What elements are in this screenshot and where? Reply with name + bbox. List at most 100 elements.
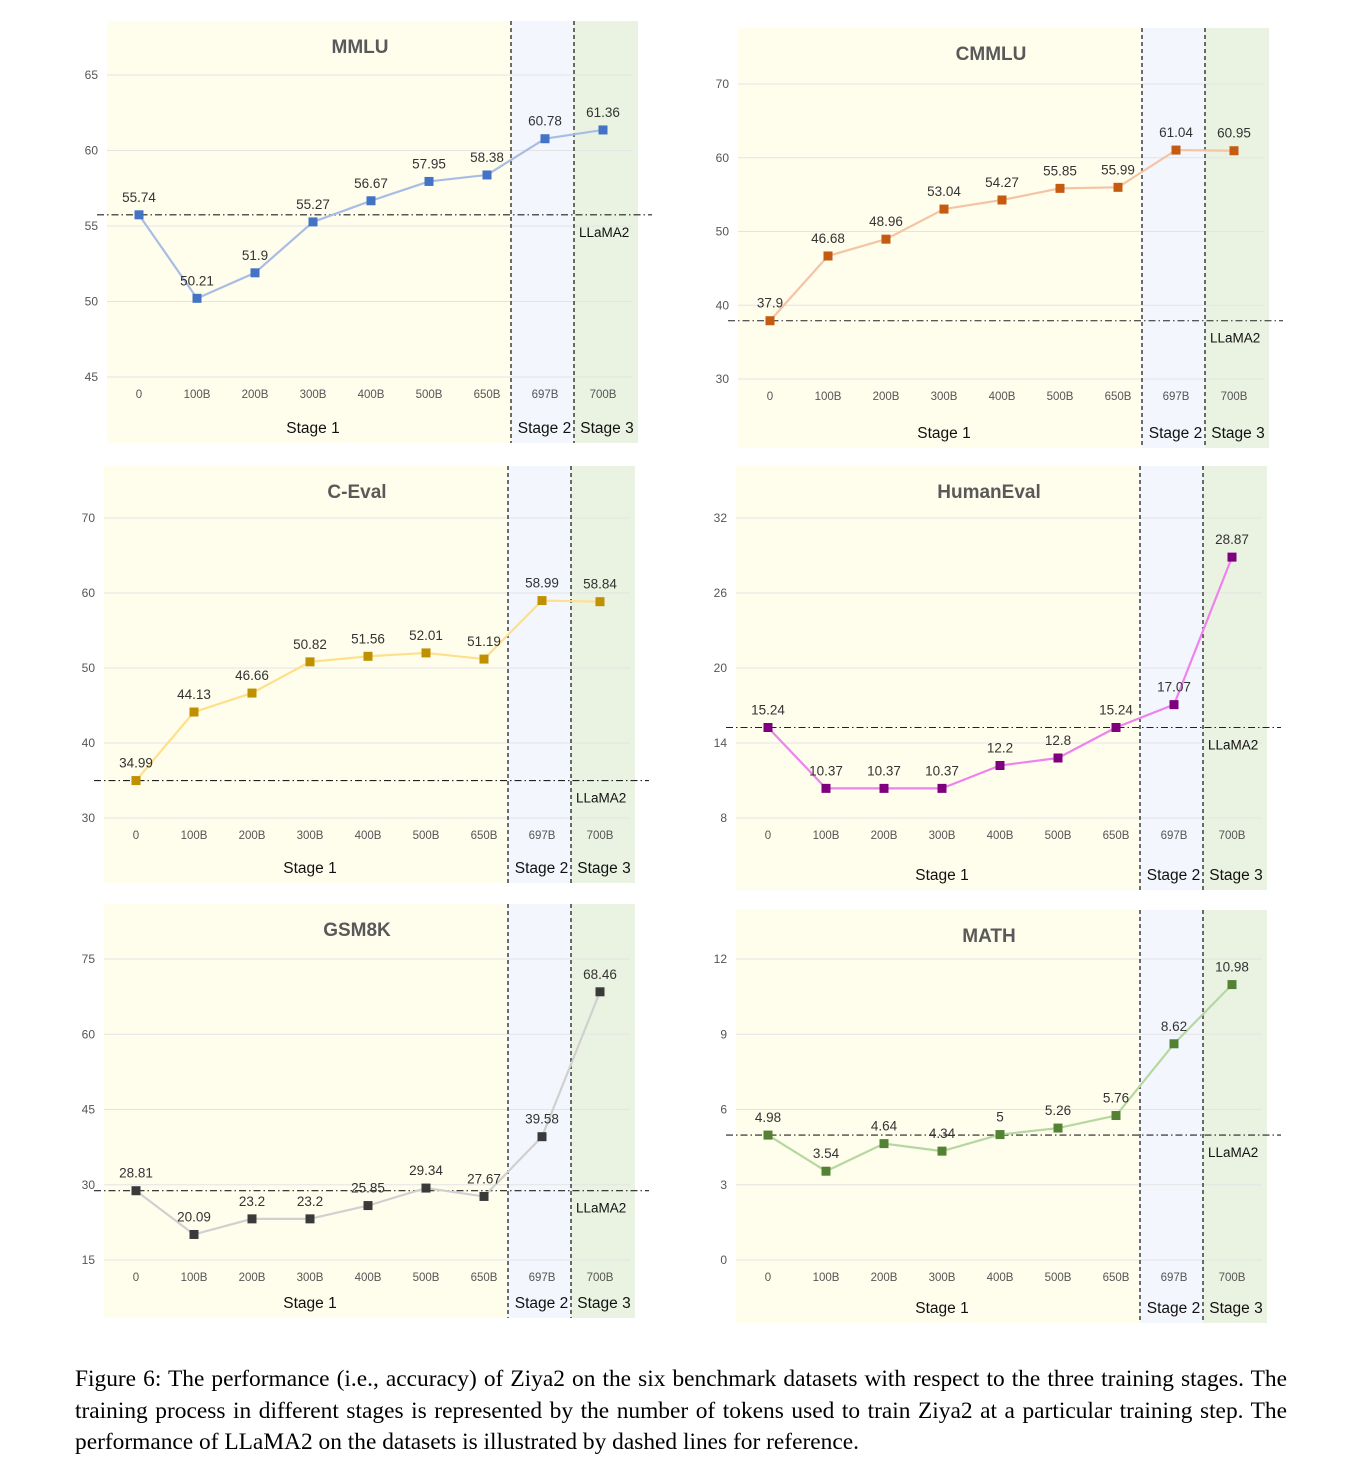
data-label: 34.99 — [119, 756, 153, 771]
data-label: 60.78 — [528, 114, 562, 129]
x-tick-label: 650B — [1105, 391, 1132, 403]
data-point — [305, 657, 315, 667]
x-tick-label: 500B — [416, 389, 443, 401]
stage-label: Stage 3 — [1209, 1300, 1262, 1317]
data-point — [537, 596, 547, 606]
y-tick-label: 60 — [82, 1027, 96, 1041]
stage-2-region — [1140, 910, 1203, 1323]
chart-cmmlu: 30 40 50 60 70 LLaMA2 CMMLU 0 100B 200B 300B 400B 50… — [716, 28, 1283, 448]
y-tick-label: 50 — [85, 295, 99, 309]
y-tick-label: 6 — [720, 1103, 727, 1117]
data-point — [997, 195, 1007, 205]
stage-1-region — [736, 466, 1140, 890]
x-tick-label: 0 — [136, 389, 142, 401]
data-label: 5.76 — [1103, 1091, 1129, 1106]
baseline-label: LLaMA2 — [576, 1201, 626, 1216]
baseline-label: LLaMA2 — [1208, 1145, 1258, 1160]
chart-gsm8k: 15 30 45 60 75 LLaMA2 GSM8K 0 100B 200B 300B 400B 50… — [82, 904, 649, 1318]
stage-3-region — [571, 466, 635, 883]
x-tick-label: 697B — [1163, 391, 1190, 403]
chart-mmlu: 45 50 55 60 65 LLaMA2 MMLU 0 100B 200B 300B 400B 500… — [85, 21, 652, 443]
data-label: 3.54 — [813, 1146, 840, 1161]
data-label: 56.67 — [354, 176, 388, 191]
y-tick-label: 40 — [82, 736, 96, 750]
data-point — [939, 204, 949, 214]
chart-title: HumanEval — [937, 482, 1040, 503]
y-tick-label: 40 — [716, 298, 730, 312]
y-tick-label: 75 — [82, 952, 96, 966]
stage-1-region — [738, 28, 1142, 448]
data-point — [363, 651, 373, 661]
x-tick-label: 400B — [355, 1272, 382, 1284]
data-point — [1113, 182, 1123, 192]
data-label: 58.84 — [583, 577, 617, 592]
stage-1-region — [736, 910, 1140, 1323]
y-tick-label: 14 — [714, 736, 728, 750]
x-tick-label: 100B — [815, 391, 842, 403]
y-tick-label: 50 — [716, 225, 730, 239]
data-point — [131, 776, 141, 786]
data-point — [995, 761, 1005, 770]
stage-label: Stage 1 — [915, 1300, 968, 1317]
stage-label: Stage 1 — [286, 420, 339, 437]
data-point — [765, 316, 775, 326]
y-tick-label: 15 — [82, 1253, 96, 1267]
data-label: 51.56 — [351, 631, 385, 646]
stage-label: Stage 2 — [1147, 1300, 1200, 1317]
data-point — [363, 1201, 373, 1211]
x-tick-label: 697B — [1161, 830, 1188, 842]
data-label: 28.87 — [1215, 532, 1249, 547]
data-point — [131, 1186, 141, 1196]
x-tick-label: 500B — [413, 830, 440, 842]
chart-humaneval: 8 14 20 26 32 LLaMA2 HumanEval 0 100B 200B 300B 400… — [714, 466, 1281, 890]
stage-3-region — [1205, 28, 1269, 448]
stage-2-region — [1142, 28, 1205, 448]
data-label: 53.04 — [927, 184, 961, 199]
x-tick-label: 700B — [587, 1272, 614, 1284]
x-tick-label: 700B — [1219, 1272, 1246, 1284]
x-tick-label: 500B — [1047, 391, 1074, 403]
data-label: 48.96 — [869, 214, 903, 229]
data-point — [763, 1130, 773, 1140]
data-point — [366, 196, 376, 206]
data-point — [424, 176, 434, 186]
y-tick-label: 8 — [720, 811, 727, 825]
y-tick-label: 26 — [714, 586, 728, 600]
chart-math: 0 3 6 9 12 LLaMA2 MATH 0 100B 200B 300B 400B 500B 650… — [714, 910, 1281, 1323]
y-tick-label: 9 — [720, 1027, 727, 1041]
stage-label: Stage 3 — [1211, 425, 1264, 442]
data-label: 51.19 — [467, 634, 501, 649]
data-label: 12.8 — [1045, 733, 1071, 748]
x-tick-label: 400B — [987, 1272, 1014, 1284]
x-tick-label: 700B — [1221, 391, 1248, 403]
x-tick-label: 300B — [297, 1272, 324, 1284]
data-point — [192, 293, 202, 303]
stage-label: Stage 3 — [577, 860, 630, 877]
data-label: 57.95 — [412, 156, 446, 171]
baseline-label: LLaMA2 — [576, 791, 626, 806]
stage-label: Stage 2 — [518, 420, 571, 437]
data-label: 5 — [996, 1110, 1004, 1125]
data-label: 55.27 — [296, 197, 330, 212]
stage-1-region — [107, 21, 511, 443]
data-label: 5.26 — [1045, 1103, 1071, 1118]
x-tick-label: 650B — [471, 1272, 498, 1284]
chart-title: CMMLU — [956, 44, 1027, 65]
stage-1-region — [104, 466, 508, 883]
data-label: 20.09 — [177, 1209, 211, 1224]
data-label: 8.62 — [1161, 1019, 1187, 1034]
data-point — [879, 783, 889, 793]
stage-2-region — [508, 904, 571, 1318]
x-tick-label: 200B — [239, 1272, 266, 1284]
stage-2-region — [508, 466, 571, 883]
data-point — [537, 1132, 547, 1142]
data-label: 51.9 — [242, 248, 268, 263]
y-tick-label: 20 — [714, 661, 728, 675]
data-label: 10.37 — [809, 763, 843, 778]
x-tick-label: 100B — [184, 389, 211, 401]
data-point — [1169, 1039, 1179, 1049]
y-tick-label: 30 — [82, 811, 96, 825]
data-point — [482, 170, 492, 180]
x-tick-label: 100B — [181, 830, 208, 842]
stage-2-region — [1140, 466, 1203, 890]
